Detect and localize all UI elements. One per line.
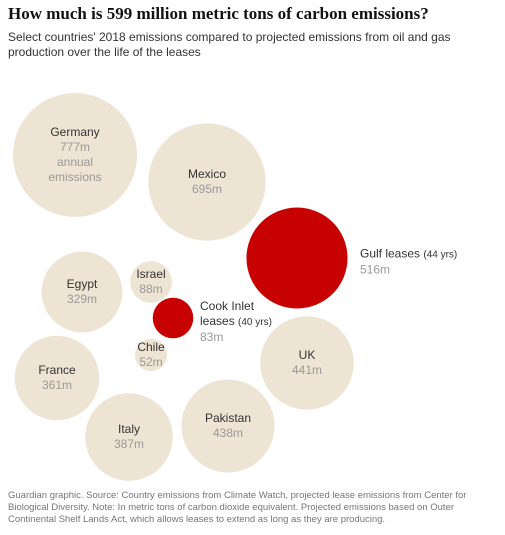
bubble-label: Gulf leases (44 yrs) 516m	[360, 247, 490, 278]
footnote: Guardian graphic. Source: Country emissi…	[8, 490, 467, 525]
value-label: 52m	[139, 355, 163, 369]
value-label: 441m	[291, 363, 323, 377]
bubble-label: France 361m	[38, 363, 75, 393]
value-label: 88m	[139, 282, 163, 296]
bubble-note: annual emissions	[48, 155, 102, 184]
value-label: 438m	[212, 426, 244, 440]
value-label: 516m	[360, 262, 391, 277]
bubble	[85, 393, 173, 481]
bubble	[148, 123, 266, 241]
bubble	[260, 316, 354, 410]
bubble-label: Mexico 695m	[188, 167, 226, 197]
bubble	[14, 335, 100, 421]
bubble-label: Chile 52m	[137, 340, 164, 370]
bubble-label: Israel 88m	[136, 267, 165, 297]
bubble	[246, 207, 348, 309]
bubble-name: Germany	[50, 125, 100, 139]
value-label: 83m	[200, 330, 224, 344]
bubble	[134, 338, 168, 372]
bubble	[41, 251, 123, 333]
value-label: 387m	[113, 437, 145, 451]
bubble	[181, 379, 275, 473]
bubble-name: Egypt	[66, 277, 98, 291]
value-label: 777m	[59, 140, 91, 154]
bubble-duration: (44 yrs)	[423, 249, 458, 261]
value-label: 361m	[41, 378, 73, 392]
bubble-label: Pakistan 438m	[205, 411, 251, 441]
bubble-name: Pakistan	[204, 411, 252, 425]
bubble-duration: (40 yrs)	[238, 317, 272, 328]
chart-subtitle: Select countries' 2018 emissions compare…	[8, 30, 451, 59]
value-label: 329m	[66, 292, 98, 306]
bubble-label: Italy 387m	[114, 422, 144, 452]
bubble-name: UK	[298, 348, 316, 362]
bubble-name: Chile	[137, 340, 165, 354]
bubble-label: UK 441m	[292, 348, 322, 378]
bubble	[13, 93, 137, 217]
bubble-name: Italy	[117, 422, 140, 436]
bubble	[152, 297, 194, 339]
bubble-label: Cook Inlet leases (40 yrs) 83m	[200, 299, 284, 345]
bubble-name: Mexico	[187, 167, 227, 181]
bubble-name: France	[38, 363, 76, 377]
bubble-label: Egypt 329m	[67, 277, 98, 307]
chart-title: How much is 599 million metric tons of c…	[8, 4, 429, 23]
bubble	[130, 261, 172, 303]
bubble-name: Israel	[136, 267, 166, 281]
bubble-name: Cook Inlet leases	[200, 299, 255, 328]
bubble-label: Germany 777m annual emissions	[44, 125, 106, 185]
bubble-name: Gulf leases	[360, 246, 421, 261]
value-label: 695m	[191, 182, 223, 196]
